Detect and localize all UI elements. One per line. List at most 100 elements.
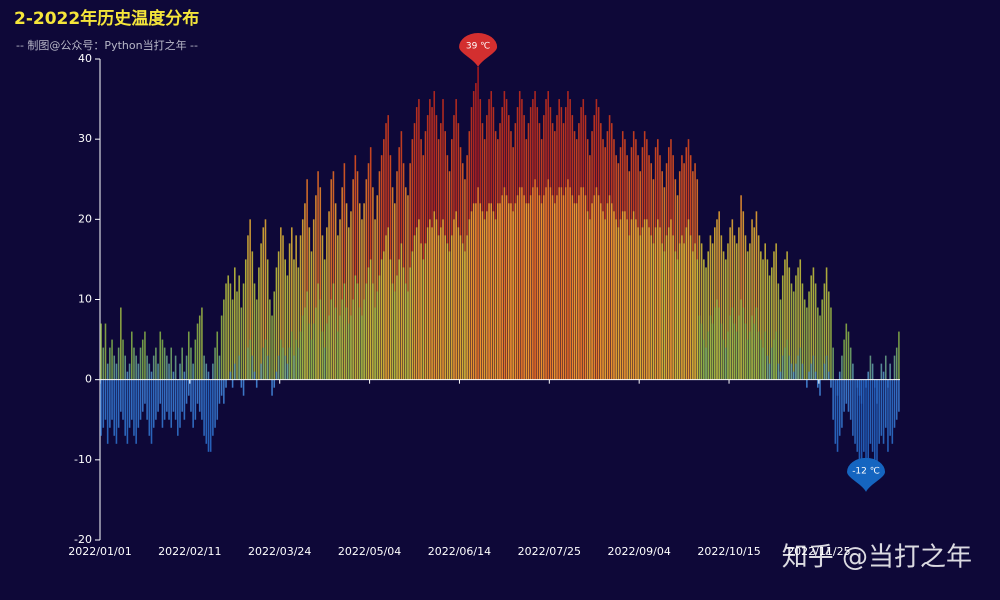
- bar: [420, 243, 422, 380]
- bar: [882, 379, 885, 444]
- bar: [269, 299, 271, 380]
- bar: [540, 203, 543, 380]
- marker-label: 39 ℃: [466, 42, 490, 52]
- bar: [711, 323, 714, 380]
- bar: [128, 363, 131, 380]
- bar: [345, 307, 348, 380]
- bar: [797, 267, 799, 380]
- bar: [849, 347, 852, 380]
- bar: [354, 155, 357, 380]
- bar: [692, 251, 694, 380]
- bar: [786, 251, 788, 380]
- bar: [286, 363, 289, 380]
- bar: [183, 371, 186, 380]
- bar: [275, 267, 278, 380]
- bar: [639, 235, 642, 380]
- bar: [898, 331, 900, 380]
- bar: [497, 203, 499, 380]
- bar: [299, 235, 302, 380]
- bar: [170, 379, 173, 428]
- bar: [472, 203, 475, 380]
- bar: [310, 339, 313, 380]
- bar: [714, 227, 716, 380]
- bar: [714, 307, 716, 380]
- bar: [589, 219, 591, 380]
- bar: [150, 371, 153, 380]
- bar: [293, 355, 295, 380]
- bar: [113, 379, 116, 436]
- bar: [757, 331, 760, 380]
- bar: [869, 355, 872, 380]
- bar: [779, 299, 782, 380]
- bar: [893, 355, 896, 380]
- bar: [536, 187, 539, 380]
- bar: [394, 291, 396, 380]
- y-tick-label: 20: [78, 212, 92, 225]
- bar: [884, 355, 887, 380]
- bar: [115, 379, 118, 444]
- bar: [742, 211, 745, 380]
- bar: [148, 363, 151, 380]
- bar: [187, 331, 190, 380]
- bar: [551, 195, 554, 380]
- bar: [308, 323, 311, 380]
- bar: [847, 379, 850, 412]
- bar: [602, 211, 604, 380]
- bar: [146, 379, 148, 420]
- bar: [383, 251, 385, 380]
- bar: [744, 323, 747, 380]
- bar: [321, 235, 324, 380]
- bar: [749, 243, 751, 380]
- bar: [595, 187, 598, 380]
- bar: [231, 379, 234, 388]
- x-tick-label: 2022/11/25: [787, 545, 850, 558]
- bar: [141, 339, 144, 380]
- bar: [871, 379, 874, 452]
- y-tick-label: 30: [78, 132, 92, 145]
- bar: [468, 219, 471, 380]
- bar: [304, 203, 306, 380]
- bar: [534, 179, 536, 380]
- bar: [288, 347, 291, 380]
- marker-pin: [847, 457, 886, 492]
- bar: [306, 179, 308, 380]
- bar: [858, 379, 861, 460]
- bar: [247, 347, 249, 380]
- bar: [104, 379, 107, 420]
- bar: [845, 379, 848, 404]
- bar: [562, 195, 565, 380]
- bar: [650, 235, 653, 380]
- bar: [477, 187, 479, 380]
- bar: [874, 379, 876, 460]
- bar: [827, 291, 830, 380]
- bar: [505, 195, 508, 380]
- bar: [720, 323, 723, 380]
- bar: [709, 235, 712, 380]
- bar: [670, 219, 672, 380]
- bar: [760, 339, 762, 380]
- bar: [330, 299, 333, 380]
- bar: [867, 379, 870, 460]
- bar: [177, 379, 179, 436]
- bar: [729, 315, 731, 380]
- bar: [667, 227, 670, 380]
- bar: [301, 315, 304, 380]
- bar: [518, 187, 521, 380]
- bar: [762, 259, 764, 380]
- bar: [372, 283, 374, 380]
- bar: [139, 379, 142, 420]
- bar: [700, 243, 703, 380]
- bar: [396, 275, 398, 380]
- bar: [330, 179, 333, 380]
- bar: [615, 219, 617, 380]
- bar: [867, 371, 870, 380]
- bar: [683, 243, 685, 380]
- bar: [363, 203, 365, 380]
- bar: [735, 243, 738, 380]
- bar: [492, 211, 495, 380]
- bar: [503, 187, 506, 380]
- bar: [387, 227, 390, 380]
- bar: [174, 355, 177, 380]
- bar: [236, 291, 238, 380]
